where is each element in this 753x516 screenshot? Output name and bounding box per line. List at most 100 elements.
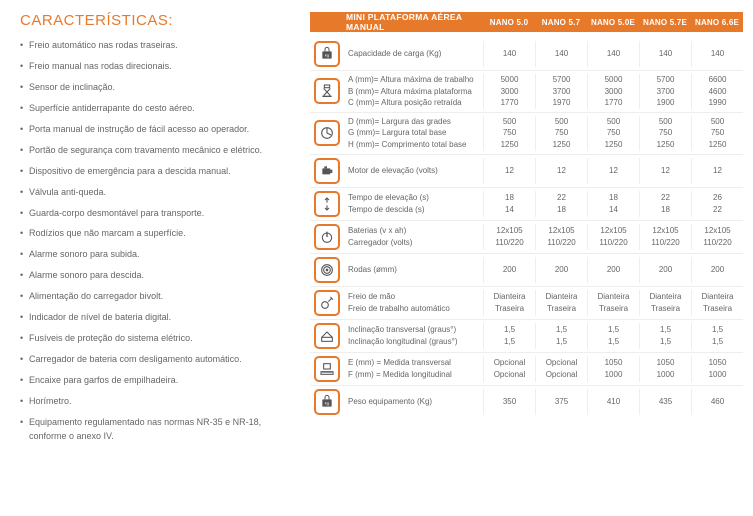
- spec-value: 5007501250: [535, 116, 587, 151]
- spec-value-line: 1770: [605, 97, 623, 109]
- feature-item: Alimentação do carregador bivolt.: [20, 290, 296, 304]
- spec-value: 200: [587, 257, 639, 283]
- icon-cell: [310, 158, 344, 184]
- feature-item: Guarda-corpo desmontável para transporte…: [20, 207, 296, 221]
- spec-label-line: Baterias (v x ah): [348, 225, 483, 237]
- spec-value-line: Opcional: [494, 369, 526, 381]
- spec-value-line: 750: [711, 127, 724, 139]
- icon-cell: [310, 116, 344, 151]
- spec-label: Baterias (v x ah)Carregador (volts): [344, 224, 483, 250]
- spec-value: 1,51,5: [483, 323, 535, 349]
- spec-label: Motor de elevação (volts): [344, 158, 483, 184]
- spec-value: 1,51,5: [639, 323, 691, 349]
- feature-item: Superfície antiderrapante do cesto aéreo…: [20, 102, 296, 116]
- header-column: NANO 5.7: [535, 18, 587, 27]
- spec-value-line: 140: [555, 48, 568, 60]
- spec-value: 5007501250: [691, 116, 743, 151]
- spec-value-line: 1,5: [712, 336, 723, 348]
- kg-tag-icon: kg: [314, 389, 340, 415]
- spec-value-line: 200: [503, 264, 516, 276]
- icon-cell: [310, 74, 344, 109]
- spec-value-line: 3700: [657, 86, 675, 98]
- spec-label-line: F (mm) = Medida longitudinal: [348, 369, 483, 381]
- spec-value-line: Traseira: [547, 303, 576, 315]
- spec-value-line: Opcional: [546, 357, 578, 369]
- spec-value: 5007501250: [483, 116, 535, 151]
- spec-value: 12x105110/220: [639, 224, 691, 250]
- spec-row: Inclinação transversal (graus°)Inclinaçã…: [310, 320, 743, 353]
- kg-box-icon: kg: [314, 41, 340, 67]
- spec-value-line: 12x105: [548, 225, 574, 237]
- spec-value-line: 5700: [553, 74, 571, 86]
- spec-value: 2622: [691, 191, 743, 217]
- spec-value: 140: [639, 41, 691, 67]
- spec-label-line: H (mm)= Comprimento total base: [348, 139, 483, 151]
- spec-value: DianteiraTraseira: [691, 290, 743, 316]
- engine-icon: [314, 158, 340, 184]
- spec-value-line: 3000: [501, 86, 519, 98]
- spec-value: 5007501250: [639, 116, 691, 151]
- spec-value-line: 1000: [657, 369, 675, 381]
- spec-value: 460: [691, 389, 743, 415]
- spec-label-line: Freio de trabalho automático: [348, 303, 483, 315]
- dimension-arrows-icon: [314, 120, 340, 146]
- spec-value-line: Opcional: [546, 369, 578, 381]
- features-title: CARACTERÍSTICAS:: [20, 12, 296, 29]
- spec-value-line: 500: [503, 116, 516, 128]
- spec-value: DianteiraTraseira: [535, 290, 587, 316]
- feature-item: Freio manual nas rodas direcionais.: [20, 60, 296, 74]
- spec-row: A (mm)= Altura máxima de trabalhoB (mm)=…: [310, 71, 743, 113]
- spec-value-line: 200: [659, 264, 672, 276]
- spec-label-line: Tempo de elevação (s): [348, 192, 483, 204]
- spec-value-line: 12x105: [704, 225, 730, 237]
- spec-value: 660046001990: [691, 74, 743, 109]
- spec-label: A (mm)= Altura máxima de trabalhoB (mm)=…: [344, 74, 483, 109]
- spec-row: Motor de elevação (volts)1212121212: [310, 155, 743, 188]
- features-list: Freio automático nas rodas traseiras. Fre…: [20, 39, 296, 444]
- spec-value: 200: [483, 257, 535, 283]
- spec-label-line: Inclinação longitudinal (graus°): [348, 336, 483, 348]
- spec-label-line: D (mm)= Largura das grades: [348, 116, 483, 128]
- icon-cell: [310, 290, 344, 316]
- spec-value-line: Traseira: [651, 303, 680, 315]
- header-column: NANO 6.6E: [691, 18, 743, 27]
- spec-value-line: 500: [659, 116, 672, 128]
- spec-value: 10501000: [639, 356, 691, 382]
- spec-value-line: 5000: [501, 74, 519, 86]
- concentric-circles-icon: [314, 257, 340, 283]
- spec-value-line: 750: [659, 127, 672, 139]
- spec-value: 435: [639, 389, 691, 415]
- feature-item: Freio automático nas rodas traseiras.: [20, 39, 296, 53]
- spec-value: 200: [691, 257, 743, 283]
- spec-value-line: 350: [503, 396, 516, 408]
- spec-value: 375: [535, 389, 587, 415]
- spec-value-line: 140: [711, 48, 724, 60]
- spec-value: 350: [483, 389, 535, 415]
- spec-value-line: 12x105: [496, 225, 522, 237]
- spec-value-line: 1050: [709, 357, 727, 369]
- spec-value-line: Dianteira: [493, 291, 525, 303]
- spec-label-line: G (mm)= Largura total base: [348, 127, 483, 139]
- spec-value-line: 1,5: [556, 324, 567, 336]
- spec-value-line: 750: [503, 127, 516, 139]
- spec-label-line: Freio de mão: [348, 291, 483, 303]
- spec-value: 1814: [587, 191, 639, 217]
- spec-value-line: Dianteira: [701, 291, 733, 303]
- spec-value-line: 1,5: [712, 324, 723, 336]
- feature-item: Indicador de nível de bateria digital.: [20, 311, 296, 325]
- spec-label-line: C (mm)= Altura posição retraída: [348, 97, 483, 109]
- spec-label-line: Motor de elevação (volts): [348, 165, 483, 177]
- spec-value-line: Dianteira: [597, 291, 629, 303]
- spec-value: 200: [535, 257, 587, 283]
- feature-item: Horímetro.: [20, 395, 296, 409]
- spec-value-line: 1250: [501, 139, 519, 151]
- spec-value-line: 4600: [709, 86, 727, 98]
- spec-value: DianteiraTraseira: [483, 290, 535, 316]
- spec-value-line: 12: [609, 165, 618, 177]
- spec-value-line: 3000: [605, 86, 623, 98]
- spec-value-line: 140: [607, 48, 620, 60]
- spec-value-line: 435: [659, 396, 672, 408]
- spec-row: kgPeso equipamento (Kg)350375410435460: [310, 386, 743, 418]
- spec-label-line: Tempo de descida (s): [348, 204, 483, 216]
- spec-value: 140: [587, 41, 639, 67]
